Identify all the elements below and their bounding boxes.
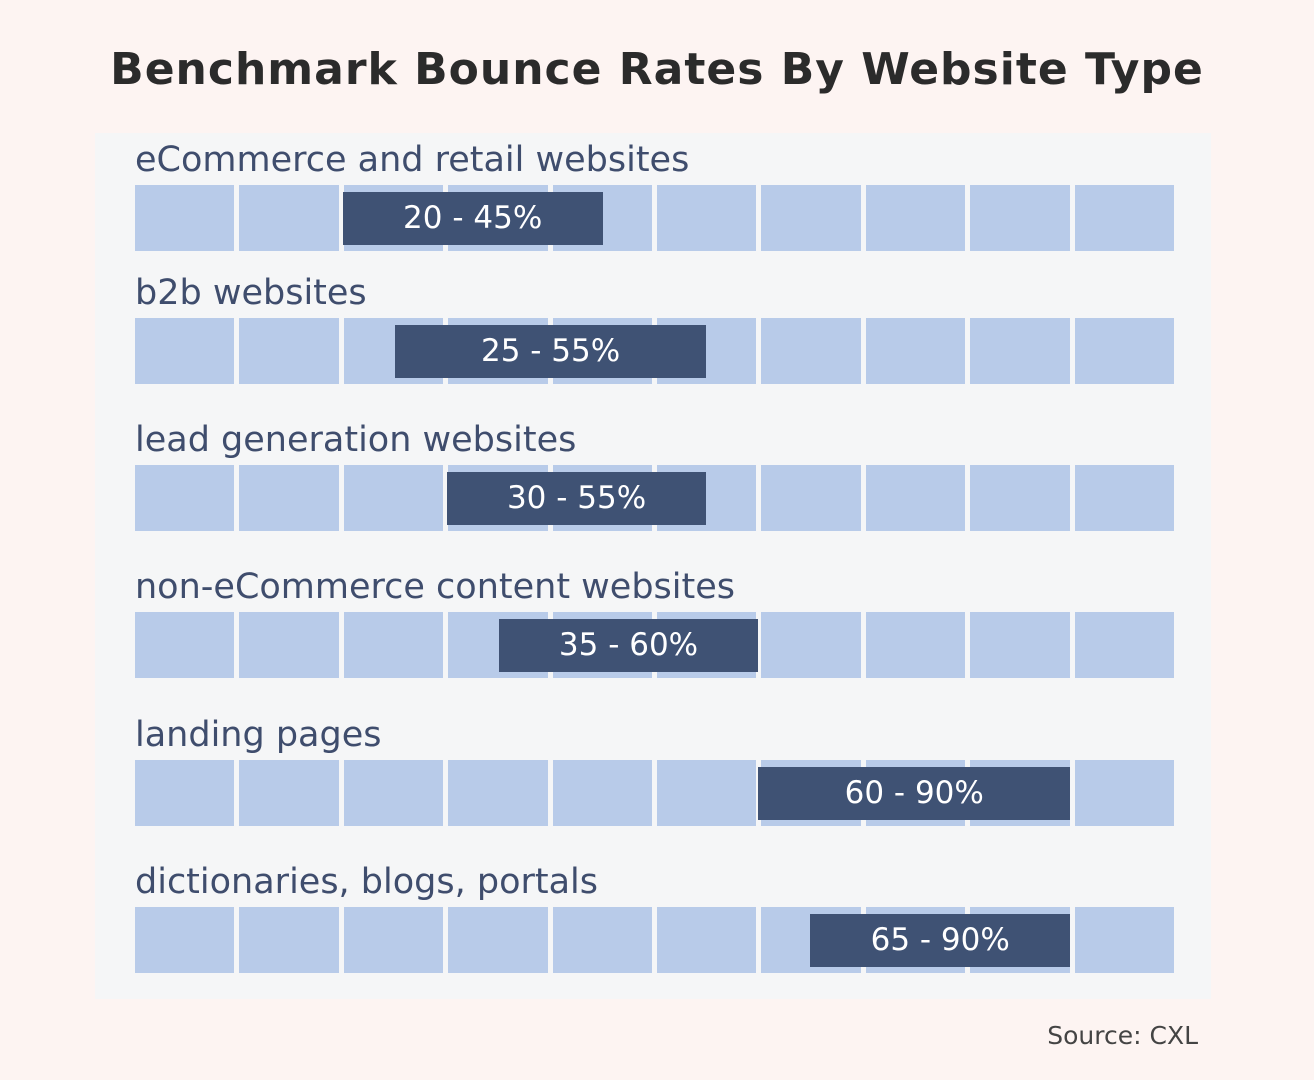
grid-cell [1074, 612, 1174, 678]
grid-cell [1074, 185, 1174, 251]
grid-cell [135, 907, 235, 973]
range-label: 30 - 55% [506, 480, 647, 516]
grid-cell [239, 185, 339, 251]
row-label: landing pages [135, 715, 382, 755]
source-note: Source: CXL [1047, 1021, 1198, 1050]
grid-cell [657, 760, 757, 826]
row-label: eCommerce and retail websites [135, 140, 690, 180]
grid-cell [239, 907, 339, 973]
chart-panel [95, 133, 1211, 999]
grid-cell [970, 465, 1070, 531]
range-bar: 20 - 45% [342, 191, 603, 245]
range-label: 35 - 60% [558, 627, 699, 663]
grid-cell [239, 318, 339, 384]
range-bar: 25 - 55% [394, 324, 707, 378]
grid-cell [970, 185, 1070, 251]
grid-cell [135, 318, 235, 384]
row-label: lead generation websites [135, 420, 577, 460]
grid-cell [552, 760, 652, 826]
grid-cell [970, 318, 1070, 384]
grid-cell [761, 318, 861, 384]
chart-title: Benchmark Bounce Rates By Website Type [110, 44, 1204, 95]
grid-cell [761, 185, 861, 251]
range-bar: 60 - 90% [758, 766, 1071, 820]
row-label: b2b websites [135, 273, 367, 313]
grid-cell [448, 760, 548, 826]
grid-cell [239, 612, 339, 678]
grid-cell [135, 185, 235, 251]
grid-cell [448, 907, 548, 973]
range-bar: 65 - 90% [810, 913, 1071, 967]
grid-cell [865, 465, 966, 531]
grid-cell [552, 907, 652, 973]
grid-cell [343, 465, 444, 531]
grid-cell [135, 612, 235, 678]
grid-cell [1074, 465, 1174, 531]
grid-cell [343, 760, 444, 826]
grid-cell [865, 612, 966, 678]
range-bar: 35 - 60% [498, 618, 759, 672]
grid-cell [865, 318, 966, 384]
grid-cell [1074, 907, 1174, 973]
grid-cell [1074, 760, 1174, 826]
grid-cell [239, 760, 339, 826]
grid-cell [343, 907, 444, 973]
grid-cell [135, 465, 235, 531]
grid-cell [343, 612, 444, 678]
grid-cell [657, 907, 757, 973]
range-label: 65 - 90% [870, 922, 1010, 958]
grid-cell [239, 465, 339, 531]
range-label: 20 - 45% [403, 200, 543, 236]
range-label: 25 - 55% [480, 333, 621, 369]
grid-cell [865, 185, 966, 251]
grid-cell [761, 612, 861, 678]
range-label: 60 - 90% [844, 775, 984, 811]
grid-cell [970, 612, 1070, 678]
row-label: non-eCommerce content websites [135, 567, 735, 607]
range-bar: 30 - 55% [446, 471, 707, 525]
row-label: dictionaries, blogs, portals [135, 862, 599, 902]
grid-cell [761, 465, 861, 531]
grid-cell [1074, 318, 1174, 384]
grid-cell [135, 760, 235, 826]
grid-cell [657, 185, 757, 251]
